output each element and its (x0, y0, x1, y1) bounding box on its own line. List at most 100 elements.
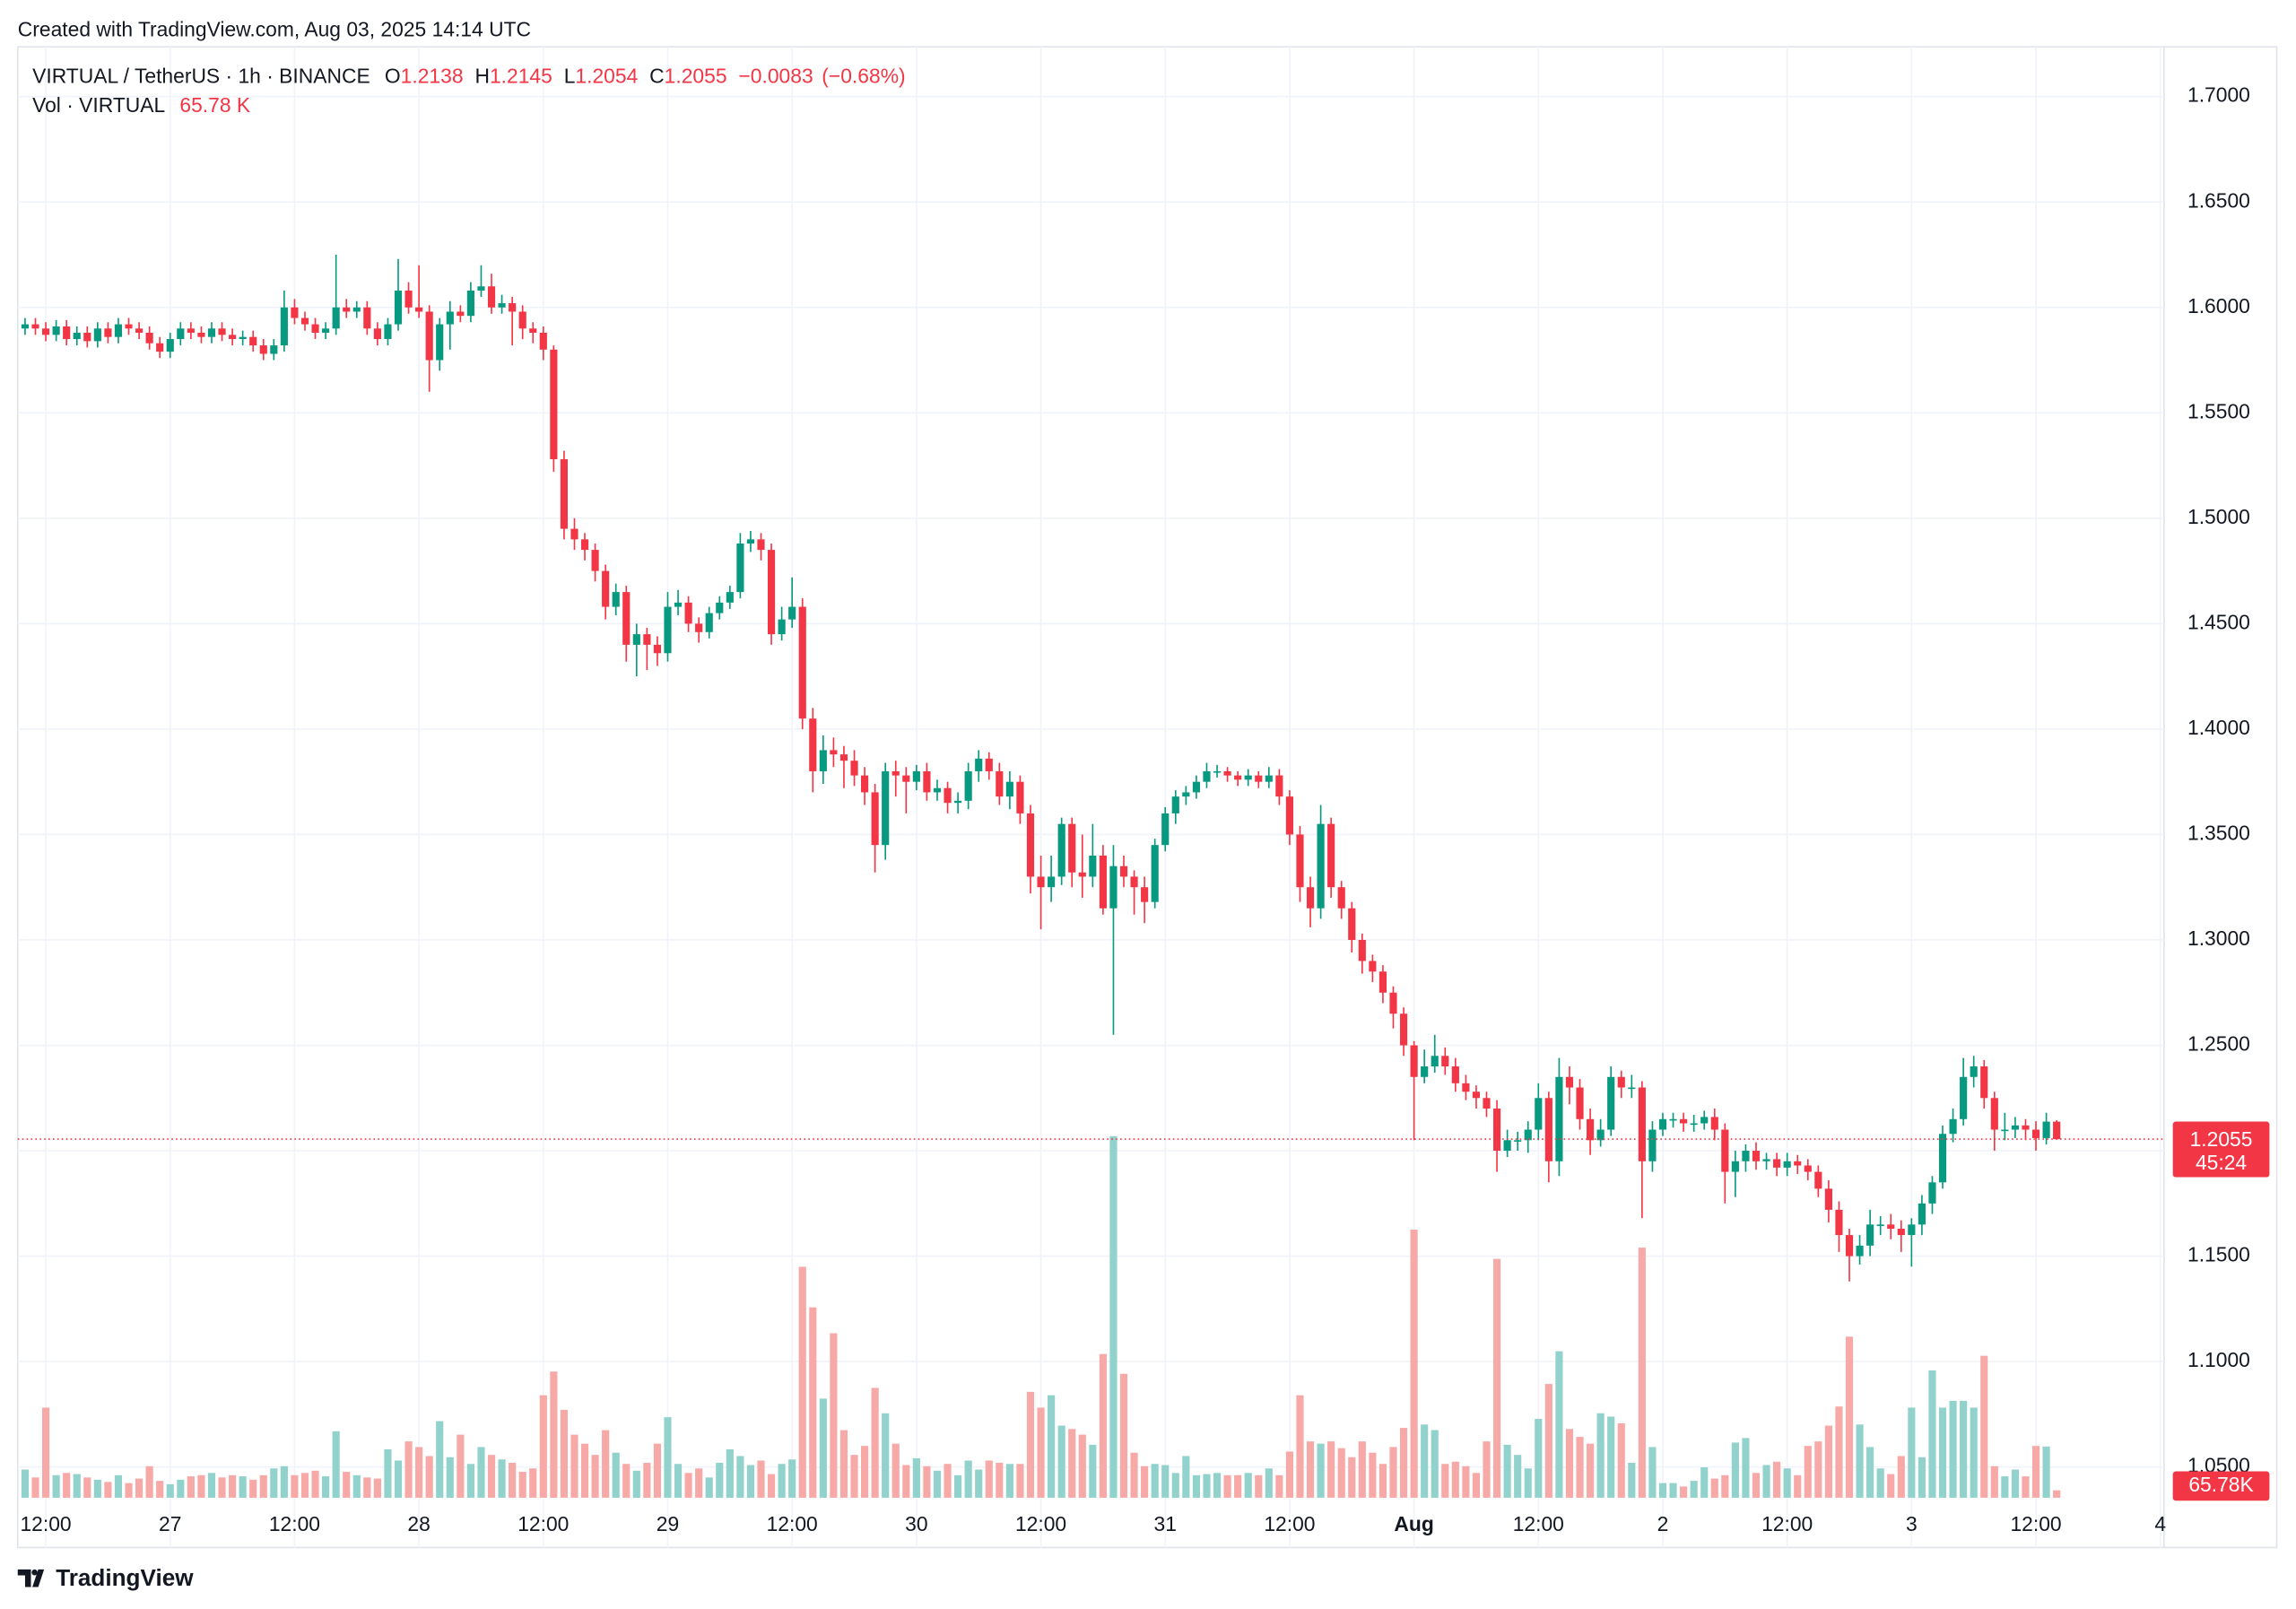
candle-body (1244, 775, 1252, 780)
volume-bar (343, 1472, 351, 1498)
candle-body (1783, 1161, 1791, 1168)
candle-body (860, 775, 869, 793)
candle-body (1068, 823, 1076, 873)
volume-bar (1348, 1457, 1356, 1498)
volume-bar (52, 1474, 60, 1498)
candle-body (207, 328, 216, 337)
logo-icon (17, 1569, 45, 1587)
volume-bar (1068, 1429, 1076, 1498)
volume-bar (259, 1474, 267, 1498)
volume-bar (1617, 1423, 1625, 1498)
volume-tag-label: 65.78K (2188, 1473, 2253, 1496)
volume-value: 65.78 K (179, 93, 250, 117)
created-note: Created with TradingView.com, Aug 03, 20… (18, 17, 531, 40)
candle-body (197, 332, 205, 337)
volume-bar (2011, 1469, 2020, 1498)
candle-body (1700, 1117, 1709, 1124)
volume-bar (373, 1478, 381, 1498)
volume-legend: Vol · VIRTUAL 65.78 K (32, 93, 250, 117)
volume-bar (975, 1469, 983, 1498)
volume-bar (1628, 1462, 1636, 1498)
candle-body (425, 311, 433, 361)
volume-pane (21, 1135, 2061, 1498)
candle-body (2022, 1125, 2030, 1130)
last-price-label: 1.2055 (2190, 1127, 2253, 1151)
candle-body (239, 336, 247, 340)
volume-bar (1192, 1474, 1200, 1498)
candle-body (923, 770, 931, 793)
volume-bar (1731, 1442, 1739, 1498)
candle-body (436, 324, 444, 361)
volume-bar (1503, 1444, 1511, 1498)
candle-body (1514, 1140, 1522, 1142)
candle-body (809, 718, 817, 771)
volume-bar (436, 1421, 444, 1498)
candle-body (332, 307, 340, 329)
x-tick-label: 12:00 (1761, 1512, 1813, 1535)
candle-body (1265, 775, 1273, 782)
candle-body (1804, 1165, 1812, 1172)
countdown-label: 45:24 (2196, 1151, 2247, 1174)
candle-body (746, 539, 755, 544)
x-tick-label: 12:00 (20, 1512, 71, 1535)
volume-bar (1669, 1483, 1677, 1498)
volume-bar (1835, 1406, 1843, 1498)
candle-body (996, 770, 1004, 797)
legend-change-pct: (−0.68%) (822, 65, 905, 88)
candle-body (643, 634, 651, 645)
candle-body (1648, 1129, 1657, 1161)
x-tick-label: 12:00 (1513, 1512, 1564, 1535)
candle-body (1399, 1013, 1408, 1046)
volume-bar (1421, 1424, 1429, 1498)
volume-bar (1078, 1434, 1086, 1498)
volume-bar (757, 1460, 765, 1498)
candle-body (944, 787, 952, 804)
candle-body (1119, 865, 1128, 877)
candle-body (1596, 1129, 1605, 1141)
candle-body (1565, 1076, 1574, 1088)
volume-bar (1492, 1258, 1501, 1498)
candle-body (2011, 1125, 2020, 1130)
candle-body (1389, 992, 1397, 1014)
candle-body (591, 550, 599, 571)
volume-bar (964, 1460, 972, 1498)
candle-body (1980, 1066, 1988, 1099)
candle-body (830, 750, 838, 755)
candle-body (1710, 1117, 1718, 1130)
candle-body (1234, 775, 1242, 780)
x-tick-label: 2 (1657, 1512, 1669, 1535)
volume-bar (1358, 1441, 1366, 1498)
y-tick-label: 1.3500 (2187, 821, 2250, 844)
last-price-tag (2172, 1121, 2270, 1178)
candle-body (352, 307, 361, 312)
candle-body (311, 324, 319, 333)
brand-logo: TradingView (17, 1564, 194, 1591)
volume-bar (498, 1459, 506, 1498)
candle-body (1327, 823, 1335, 888)
candle-body (73, 332, 81, 340)
volume-bar (767, 1474, 776, 1498)
candle-body (767, 550, 776, 635)
candle-body (1441, 1056, 1449, 1067)
volume-bar (135, 1478, 144, 1498)
volume-bar (1845, 1336, 1854, 1498)
candle-body (1192, 781, 1200, 793)
candle-body (394, 290, 403, 325)
candle-body (1960, 1076, 1968, 1119)
volume-bar (1462, 1465, 1470, 1498)
candle-body (902, 775, 910, 782)
candle-body (674, 602, 683, 607)
candle-body (1171, 796, 1179, 813)
volume-bar (591, 1455, 599, 1498)
y-tick-label: 1.3000 (2187, 926, 2250, 950)
volume-bar (332, 1431, 340, 1498)
candle-body (1016, 781, 1024, 813)
candle-body (218, 328, 226, 335)
candle-body (1203, 770, 1211, 782)
volume-bar (1658, 1483, 1667, 1498)
volume-bar (177, 1479, 185, 1498)
volume-bar (736, 1456, 744, 1498)
candle-body (1317, 823, 1325, 909)
volume-bar (985, 1460, 993, 1498)
